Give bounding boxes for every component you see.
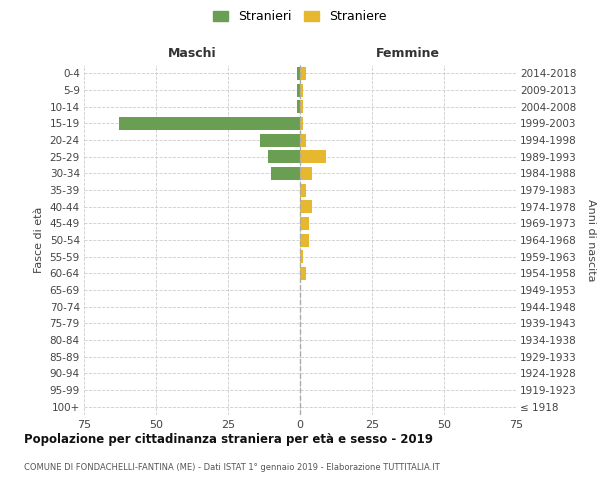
Bar [268,150,300,163]
Bar [297,100,300,113]
Bar [300,217,308,230]
Bar [300,200,311,213]
Legend: Stranieri, Straniere: Stranieri, Straniere [209,6,391,26]
Text: Femmine: Femmine [376,47,440,60]
Bar [300,234,308,246]
Text: Popolazione per cittadinanza straniera per età e sesso - 2019: Popolazione per cittadinanza straniera p… [24,432,433,446]
Text: COMUNE DI FONDACHELLI-FANTINA (ME) - Dati ISTAT 1° gennaio 2019 - Elaborazione T: COMUNE DI FONDACHELLI-FANTINA (ME) - Dat… [24,462,440,471]
Bar [300,100,303,113]
Bar [300,67,306,80]
Bar [300,184,306,196]
Bar [300,267,306,280]
Bar [300,117,303,130]
Bar [300,250,303,263]
Bar [297,67,300,80]
Bar [271,167,300,180]
Bar [300,150,326,163]
Y-axis label: Fasce di età: Fasce di età [34,207,44,273]
Bar [300,167,311,180]
Bar [300,134,306,146]
Bar [300,84,303,96]
Bar [119,117,300,130]
Y-axis label: Anni di nascita: Anni di nascita [586,198,596,281]
Bar [260,134,300,146]
Text: Maschi: Maschi [167,47,217,60]
Bar [297,84,300,96]
